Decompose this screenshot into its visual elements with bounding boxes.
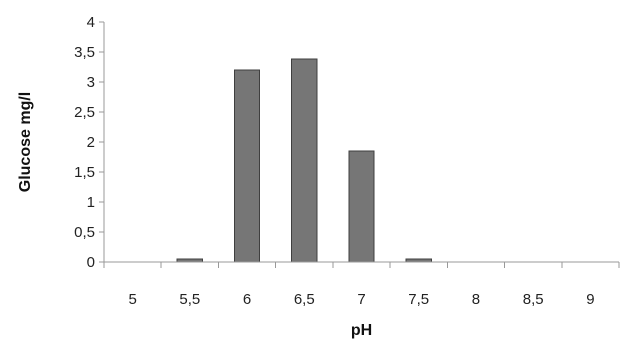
bar xyxy=(348,150,375,263)
x-tick-label: 7 xyxy=(357,291,365,308)
y-tick-label: 1 xyxy=(87,194,95,211)
x-tick-label: 6,5 xyxy=(294,291,315,308)
y-axis-ticks: 0 0,5 1 1,5 2 2,5 3 3,5 4 xyxy=(74,14,104,271)
y-tick-label: 0,5 xyxy=(74,224,95,241)
y-tick-label: 1,5 xyxy=(74,164,95,181)
y-tick-label: 2 xyxy=(87,134,95,151)
y-tick-label: 0 xyxy=(87,254,95,271)
bar xyxy=(233,69,261,263)
bar xyxy=(291,58,318,263)
bars xyxy=(176,58,432,263)
x-tick-label: 5 xyxy=(128,291,136,308)
x-axis-ticks: 5 5,5 6 6,5 7 7,5 8 8,5 9 xyxy=(103,262,620,308)
y-tick-label: 2,5 xyxy=(74,104,95,121)
x-tick-label: 6 xyxy=(243,291,251,308)
x-tick-label: 7,5 xyxy=(408,291,429,308)
x-tick-label: 9 xyxy=(586,291,594,308)
x-tick-label: 5,5 xyxy=(179,291,200,308)
x-tick-label: 8,5 xyxy=(523,291,544,308)
y-tick-label: 4 xyxy=(87,14,95,31)
y-axis-title: Glucose mg/l xyxy=(17,92,34,192)
x-tick-label: 8 xyxy=(472,291,480,308)
y-tick-label: 3,5 xyxy=(74,44,95,61)
y-tick-label: 3 xyxy=(87,74,95,91)
x-axis-title: pH xyxy=(351,322,372,339)
